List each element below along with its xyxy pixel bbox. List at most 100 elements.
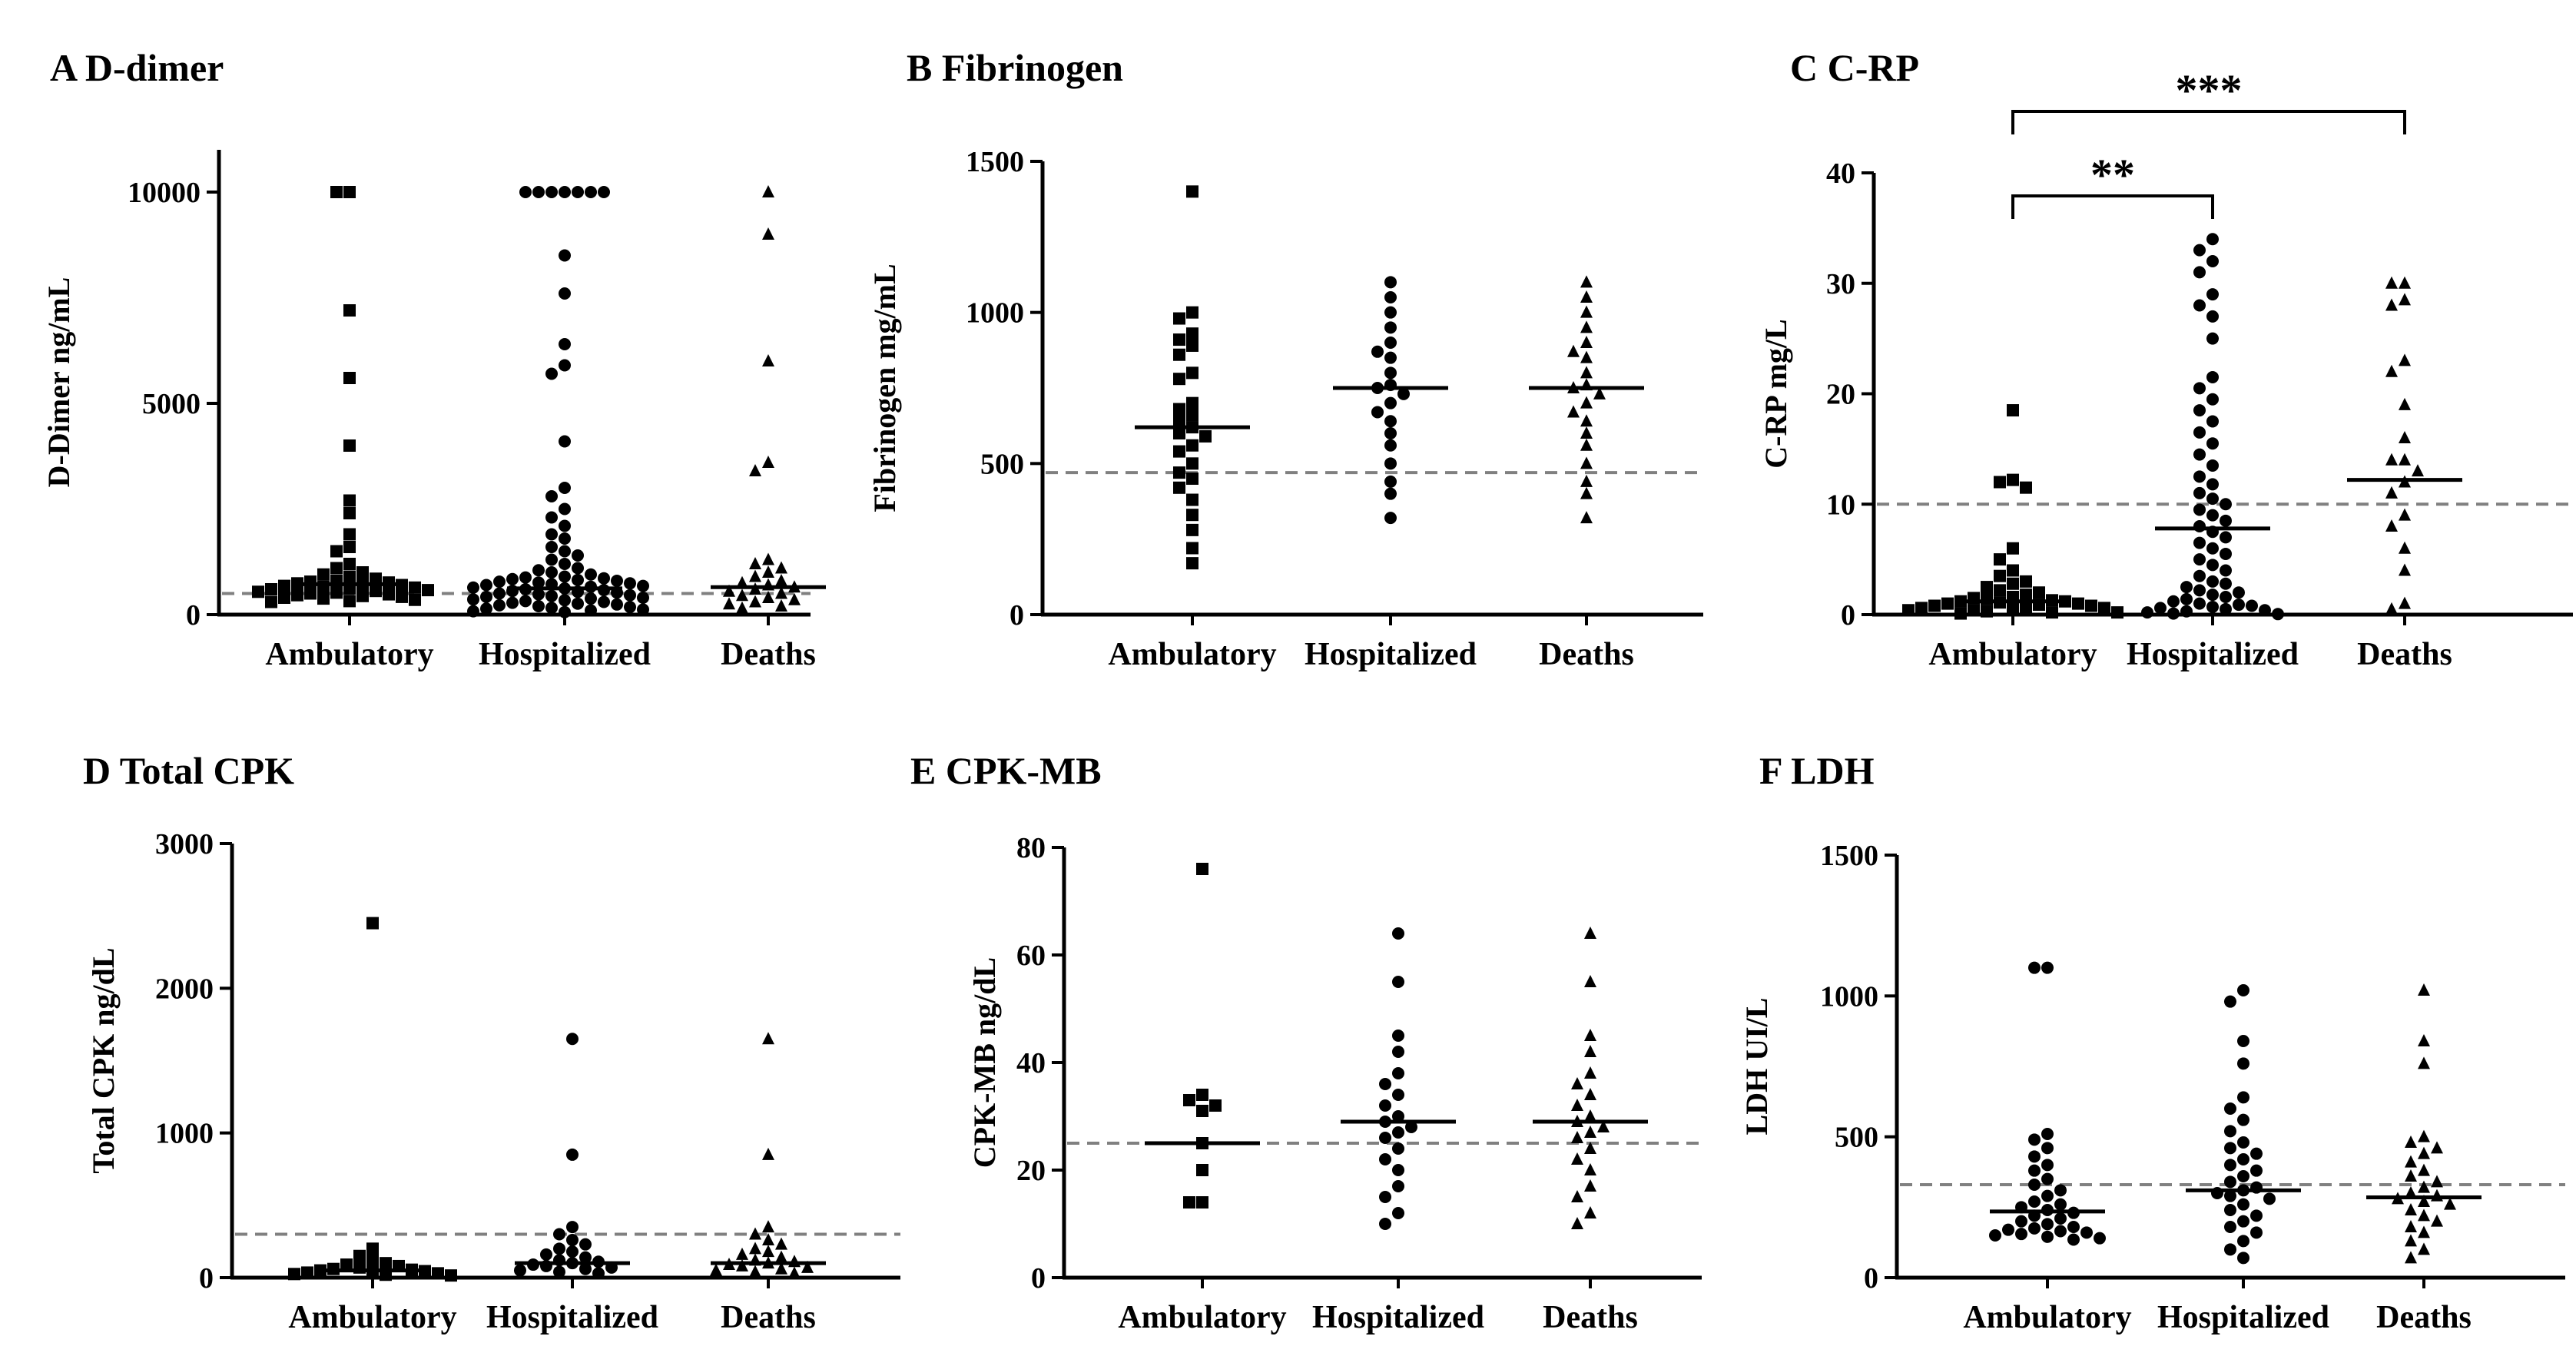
data-point: [1392, 1110, 1404, 1122]
data-point: [2007, 602, 2019, 615]
data-point: [1392, 976, 1404, 988]
y-tick-label: 1000: [966, 297, 1024, 330]
data-point: [2007, 564, 2019, 577]
data-point: [1580, 456, 1593, 469]
data-point: [2033, 586, 2045, 599]
data-point: [291, 589, 303, 602]
data-point: [736, 1247, 748, 1260]
data-point: [493, 587, 506, 600]
x-tick-label: Hospitalized: [479, 637, 651, 672]
data-point: [2206, 310, 2219, 323]
data-point: [775, 1262, 787, 1275]
data-point: [343, 439, 356, 452]
data-point: [506, 596, 519, 609]
data-point: [566, 1033, 579, 1046]
data-point: [2385, 486, 2398, 499]
data-point: [2237, 1215, 2249, 1228]
data-point: [304, 587, 317, 600]
data-point: [788, 592, 801, 605]
data-point: [480, 590, 492, 603]
data-point: [1186, 185, 1198, 198]
data-point: [1584, 1142, 1596, 1154]
y-tick-label: 3000: [155, 828, 214, 860]
data-point: [2405, 1169, 2417, 1182]
data-point: [480, 602, 492, 615]
data-point: [1580, 350, 1593, 363]
panel-D: D Total CPK Total CPK ng/dL 0 1000 2000 3000 A…: [83, 749, 900, 1335]
data-point: [1384, 276, 1397, 289]
data-point: [2224, 995, 2236, 1008]
data-point: [1186, 557, 1198, 570]
data-point: [467, 581, 479, 594]
data-point: [1968, 604, 1980, 617]
y-tick-label: 0: [186, 599, 201, 632]
data-point: [749, 1242, 761, 1255]
data-point: [545, 528, 558, 541]
data-point: [598, 186, 610, 198]
data-point: [775, 1250, 787, 1263]
data-point: [1928, 599, 1941, 612]
data-point: [2418, 1225, 2430, 1238]
y-tick-label: 0: [1841, 599, 1855, 632]
data-point: [2067, 1233, 2080, 1246]
data-point: [2385, 602, 2398, 615]
data-point: [2085, 599, 2097, 612]
data-point: [2220, 514, 2232, 527]
data-point: [2193, 448, 2206, 461]
data-point: [1571, 1217, 1583, 1229]
significance-label: **: [2090, 150, 2135, 200]
data-point: [2418, 1180, 2430, 1193]
data-point: [2418, 1209, 2430, 1222]
y-tick-label: 0: [1031, 1262, 1046, 1295]
data-point: [2206, 332, 2219, 345]
data-point: [1379, 1078, 1391, 1090]
data-point: [749, 1227, 761, 1240]
data-point: [1186, 439, 1198, 452]
data-point: [2206, 589, 2219, 602]
data-point: [1584, 1029, 1596, 1041]
data-point: [422, 584, 434, 597]
y-tick-label: 0: [199, 1262, 214, 1295]
y-axis-label: Total CPK ng/dL: [86, 947, 121, 1173]
data-point: [1571, 1190, 1583, 1202]
data-point: [2405, 1220, 2417, 1232]
data-point: [514, 1264, 526, 1277]
data-point: [592, 1267, 605, 1280]
data-point: [2399, 508, 2411, 521]
data-point: [775, 599, 787, 612]
data-point: [2237, 1153, 2249, 1165]
data-point: [2015, 1228, 2027, 1241]
data-point: [1584, 1045, 1596, 1057]
data-point: [519, 571, 532, 584]
data-point: [2193, 553, 2206, 566]
data-point: [762, 552, 774, 565]
data-point: [1580, 426, 1593, 439]
y-tick-label: 1500: [1820, 840, 1878, 872]
data-point: [2237, 1235, 2249, 1248]
data-point: [356, 566, 369, 579]
data-point: [2041, 1159, 2054, 1172]
data-point: [2094, 1232, 2106, 1245]
data-point: [1584, 927, 1596, 939]
data-point: [2237, 1136, 2249, 1149]
data-point: [572, 186, 584, 198]
y-tick-label: 10000: [128, 177, 201, 209]
data-point: [2028, 961, 2041, 974]
data-point: [2237, 1035, 2249, 1047]
data-point: [2399, 596, 2411, 609]
x-tick-label: Deaths: [2357, 637, 2452, 672]
data-point: [519, 595, 532, 608]
data-point: [2206, 370, 2219, 383]
data-point: [356, 589, 369, 602]
data-point: [1196, 1105, 1208, 1117]
data-point: [2206, 575, 2219, 588]
data-point: [775, 586, 787, 599]
data-point: [1173, 373, 1185, 386]
data-point: [1379, 1099, 1391, 1112]
data-point: [2263, 1192, 2276, 1205]
data-point: [2206, 459, 2219, 472]
data-point: [2028, 1195, 2041, 1208]
data-point: [2237, 1198, 2249, 1211]
data-point: [2193, 520, 2206, 532]
data-point: [2405, 1136, 2417, 1148]
